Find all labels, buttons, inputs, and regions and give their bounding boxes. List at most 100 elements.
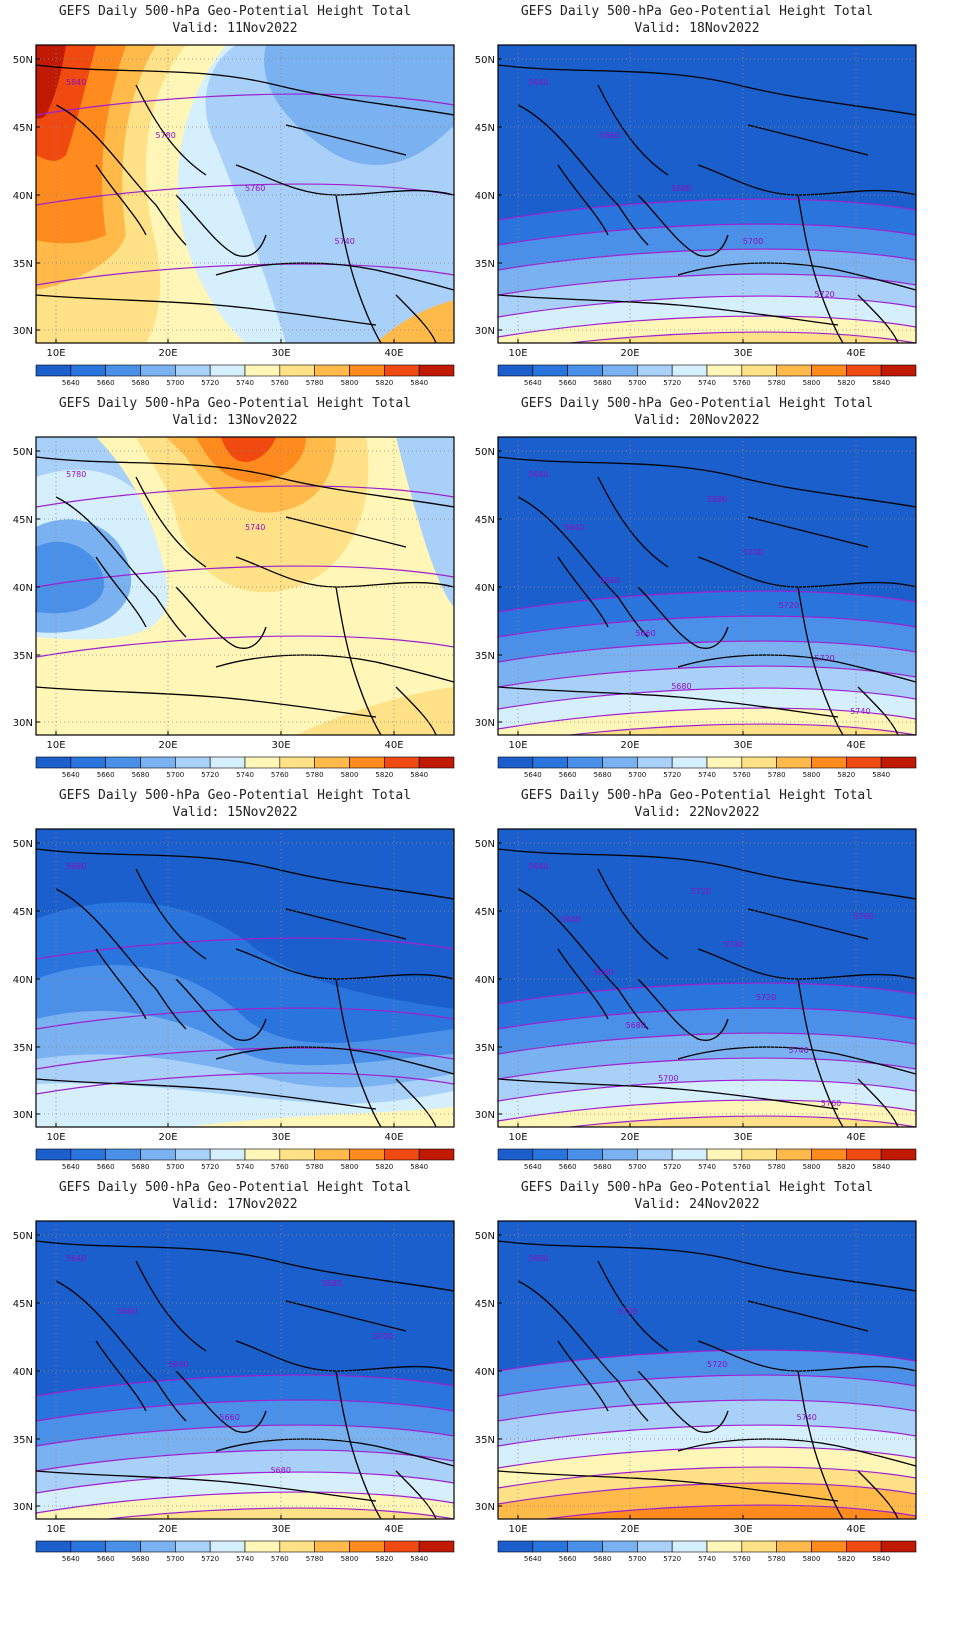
latitude-label: 35N [13, 1435, 33, 1446]
colorbar-label: 5840 [410, 1163, 428, 1171]
colorbar-swatch [140, 1540, 176, 1553]
colorbar-label: 5820 [375, 1555, 393, 1563]
colorbar-swatch [418, 756, 455, 769]
coastline [747, 516, 869, 548]
contour-line [565, 331, 916, 343]
colorbar-label: 5660 [559, 379, 577, 387]
colorbar-label: 5720 [201, 379, 219, 387]
colorbar-swatch [671, 756, 708, 769]
longitude-label: 40E [384, 740, 403, 751]
contour-line [36, 635, 454, 658]
contour-label: 5680 [707, 495, 727, 504]
height-map: 5780 5740 50N 45N 40N 35N 30N 10E 20E 30E 40E 5640 5… [13, 436, 455, 779]
colorbar-label: 5740 [698, 1163, 716, 1171]
colorbar-swatch [497, 756, 534, 769]
longitude-label: 20E [158, 740, 177, 751]
colorbar-label: 5700 [166, 1163, 184, 1171]
colorbar-swatch [567, 364, 603, 377]
colorbar-swatch [349, 756, 385, 769]
colorbar-swatch [602, 756, 638, 769]
map-frame [497, 436, 917, 736]
contour-label: 5700 [743, 237, 763, 246]
colorbar-swatch [846, 364, 882, 377]
colorbar-swatch [776, 1540, 812, 1553]
colorbar-label: 5840 [872, 1555, 890, 1563]
colorbar-label: 5740 [236, 1555, 254, 1563]
longitude-label: 10E [508, 348, 527, 359]
colorbar-label: 5720 [201, 771, 219, 779]
coastline [498, 1470, 839, 1502]
colorbar-label: 5700 [628, 379, 646, 387]
contour-label: 5720 [707, 1360, 727, 1369]
colorbar-swatch [70, 756, 106, 769]
contour-line [498, 665, 916, 688]
height-band [498, 724, 916, 735]
contour-line [36, 1374, 454, 1397]
colorbar-label: 5680 [132, 1555, 150, 1563]
panel-title: GEFS Daily 500-hPa Geo-Potential Height … [520, 4, 874, 19]
coastline [135, 476, 207, 568]
latitude-label: 35N [13, 651, 33, 662]
longitude-label: 10E [508, 1132, 527, 1143]
contour-line [498, 1079, 916, 1102]
colorbar-label: 5640 [524, 1555, 542, 1563]
colorbar-label: 5840 [410, 1555, 428, 1563]
coastline [55, 104, 187, 246]
coastline [285, 908, 407, 940]
longitude-label: 30E [271, 1132, 290, 1143]
height-band [498, 1505, 916, 1519]
colorbar-label: 5720 [201, 1163, 219, 1171]
latitude-label: 40N [475, 1367, 495, 1378]
longitude-label: 40E [384, 1132, 403, 1143]
coastline [498, 294, 839, 326]
coastline [36, 64, 454, 116]
colorbar-swatch [811, 364, 847, 377]
contour-label: 5660 [117, 1307, 137, 1316]
colorbar-label: 5760 [271, 379, 289, 387]
colorbar-swatch [209, 1540, 246, 1553]
latitude-label: 30N [475, 1502, 495, 1513]
colorbar-swatch [244, 756, 281, 769]
coastline [135, 84, 207, 176]
map-frame [497, 1220, 917, 1520]
colorbar-swatch [497, 1540, 534, 1553]
colorbar-swatch [105, 1540, 141, 1553]
coastline [335, 978, 382, 1127]
colorbar-label: 5820 [837, 1555, 855, 1563]
coastline [677, 1046, 916, 1075]
contour-label: 5780 [66, 470, 86, 479]
colorbar-label: 5740 [236, 1163, 254, 1171]
contour-line [498, 295, 916, 318]
colorbar-label: 5740 [236, 771, 254, 779]
latitude-label: 50N [475, 55, 495, 66]
colorbar-label: 5740 [698, 1555, 716, 1563]
latitude-label: 45N [475, 1299, 495, 1310]
coastline [36, 686, 377, 718]
colorbar-label: 5820 [837, 1163, 855, 1171]
coastline [857, 1078, 899, 1127]
coastline [597, 1260, 669, 1352]
colorbar-swatch [35, 756, 72, 769]
colorbar-swatch [637, 1540, 673, 1553]
contour-line [36, 263, 454, 286]
coastline [637, 978, 729, 1041]
colorbar-label: 5760 [271, 1555, 289, 1563]
colorbar-swatch [532, 364, 568, 377]
latitude-label: 30N [13, 1110, 33, 1121]
colorbar-swatch [776, 756, 812, 769]
colorbar-swatch [244, 1148, 281, 1161]
colorbar-label: 5780 [768, 379, 786, 387]
colorbar-swatch [741, 1148, 777, 1161]
colorbar-swatch [209, 756, 246, 769]
latitude-label: 45N [13, 515, 33, 526]
latitude-label: 45N [13, 907, 33, 918]
colorbar-swatch [384, 756, 420, 769]
height-map: 5640 5640 5660 5660 5680 5680 5700 5720 5720 5740… [475, 436, 917, 779]
coastline [637, 1370, 729, 1433]
contour-label: 5680 [671, 682, 691, 691]
contour-label: 5680 [626, 1021, 646, 1030]
coastline [395, 294, 437, 343]
height-band [264, 45, 454, 165]
height-map: 5640 5660 5680 5700 5720 50N 45N 40N 35N 30N 10E 20… [475, 44, 917, 387]
coastline [797, 1370, 844, 1519]
